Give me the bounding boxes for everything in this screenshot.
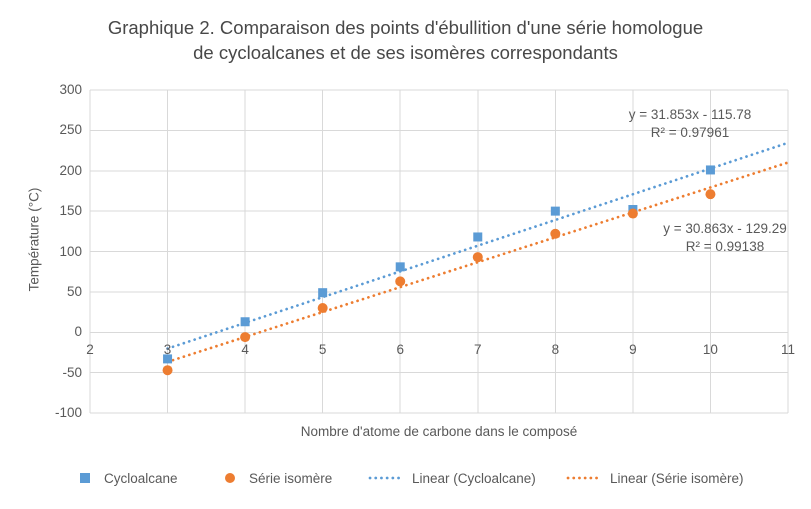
legend-item-serie-isomere: Série isomère — [225, 468, 332, 488]
legend-label: Linear (Cycloalcane) — [412, 470, 536, 486]
data-point — [705, 189, 716, 200]
x-tick-label: 8 — [551, 342, 560, 357]
data-point — [395, 262, 405, 272]
data-point — [550, 228, 561, 239]
x-tick-label: 3 — [163, 342, 172, 357]
data-point — [472, 252, 483, 263]
x-tick-label: 9 — [629, 342, 637, 357]
legend: Cycloalcane Série isomère Linear (Cycloa… — [0, 468, 811, 492]
plot-area — [89, 89, 790, 414]
trendline-equation-isomere: y = 30.863x - 129.29 — [663, 221, 787, 236]
y-tick-label: 0 — [74, 324, 82, 340]
trendline-equation-cycloalcane: y = 31.853x - 115.78 — [628, 107, 752, 122]
y-tick-label: 100 — [59, 243, 82, 259]
y-axis-title: Température (°C) — [26, 187, 42, 292]
gridlines — [89, 89, 789, 414]
trendline-annotation-cycloalcane: y = 31.853x - 115.78 R² = 0.97961 — [585, 106, 795, 142]
legend-item-linear-cycloalcane: Linear (Cycloalcane) — [368, 468, 536, 488]
y-tick-label: -50 — [62, 364, 82, 380]
data-point — [163, 354, 173, 364]
y-tick-label: 150 — [59, 203, 82, 219]
y-tick-label: -100 — [54, 405, 82, 420]
data-point — [550, 206, 560, 216]
data-point — [318, 288, 328, 298]
y-tick-label: 200 — [59, 162, 82, 178]
trendline-1 — [166, 161, 790, 364]
trendline-r2-isomere: R² = 0.99138 — [685, 239, 765, 254]
data-point — [240, 317, 250, 327]
data-point — [395, 276, 406, 287]
legend-label: Cycloalcane — [104, 470, 178, 486]
series-circle — [162, 189, 716, 376]
y-tick-label: 50 — [66, 283, 82, 299]
data-point — [627, 208, 638, 219]
data-point — [473, 232, 483, 242]
dotted-line-icon — [566, 476, 602, 480]
x-tick-label: 6 — [396, 342, 404, 357]
x-tick-label: 10 — [702, 342, 718, 357]
data-point — [240, 332, 251, 343]
x-tick-label: 7 — [474, 342, 482, 357]
x-tick-label: 11 — [780, 342, 795, 357]
x-tick-label: 5 — [318, 342, 327, 357]
dotted-line-icon — [368, 476, 404, 480]
data-point — [705, 165, 715, 175]
x-tick-label: 2 — [86, 342, 94, 357]
x-tick-label: 4 — [241, 342, 249, 357]
chart-title: Graphique 2. Comparaison des points d'éb… — [0, 15, 811, 65]
square-marker-icon — [80, 473, 90, 483]
y-tick-label: 250 — [59, 122, 82, 138]
circle-marker-icon — [225, 473, 235, 483]
legend-label: Série isomère — [249, 470, 333, 486]
legend-item-cycloalcane: Cycloalcane — [80, 468, 178, 488]
legend-item-linear-serie-isomere: Linear (Série isomère) — [566, 468, 744, 488]
chart-title-line2: de cycloalcanes et de ses isomères corre… — [193, 42, 618, 63]
trendline-annotation-isomere: y = 30.863x - 129.29 R² = 0.99138 — [620, 220, 811, 256]
data-point — [317, 303, 328, 314]
data-point — [162, 365, 173, 376]
x-axis-title: Nombre d'atome de carbone dans le compos… — [300, 424, 578, 439]
chart-title-line1: Graphique 2. Comparaison des points d'éb… — [107, 17, 704, 38]
trendline-r2-cycloalcane: R² = 0.97961 — [650, 125, 730, 140]
trendline-0 — [166, 141, 790, 350]
y-tick-label: 300 — [59, 82, 82, 97]
legend-label: Linear (Série isomère) — [610, 470, 744, 486]
